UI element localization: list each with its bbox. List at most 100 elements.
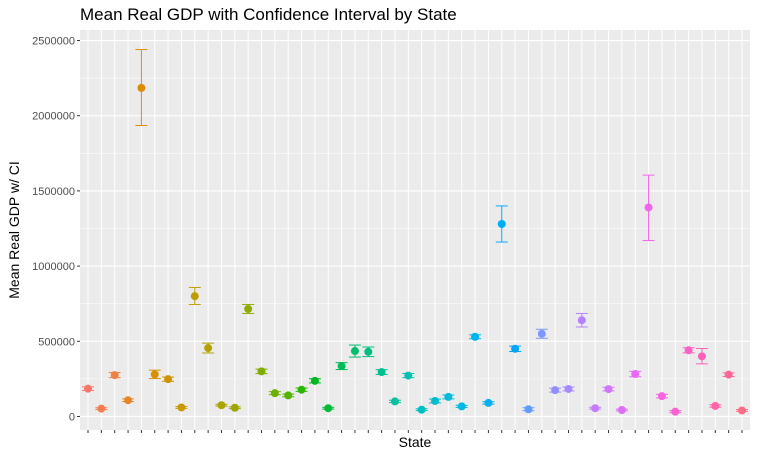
data-point-group <box>322 404 335 413</box>
data-point <box>364 347 373 356</box>
data-point <box>257 367 266 376</box>
data-point-group <box>108 371 121 380</box>
data-point <box>604 385 613 394</box>
data-point <box>230 403 239 412</box>
data-point <box>577 316 586 325</box>
data-point-group <box>429 396 442 405</box>
data-point <box>511 344 520 353</box>
data-point <box>711 401 720 410</box>
data-point-group <box>602 385 615 394</box>
data-point-group <box>335 362 348 371</box>
data-point-group <box>642 174 655 242</box>
data-point <box>177 403 186 412</box>
data-point-group <box>709 401 722 410</box>
data-point <box>457 402 466 411</box>
data-point-group <box>549 386 562 395</box>
data-point <box>310 376 319 385</box>
y-tick-label: 1500000 <box>32 186 75 198</box>
data-point <box>324 404 333 413</box>
data-point-group <box>415 405 428 414</box>
data-point-group <box>202 342 215 354</box>
data-point-group <box>509 344 522 353</box>
data-point <box>284 391 293 400</box>
data-point-group <box>535 328 548 339</box>
data-point-group <box>669 407 682 416</box>
chart-title: Mean Real GDP with Confidence Interval b… <box>80 5 457 24</box>
data-point <box>737 406 746 415</box>
data-point <box>217 401 226 410</box>
data-point <box>724 370 733 379</box>
data-point-group <box>162 375 175 384</box>
data-point-group <box>455 402 468 411</box>
data-point <box>417 405 426 414</box>
data-point <box>137 83 146 92</box>
data-point-group <box>228 403 241 412</box>
data-point <box>631 370 640 379</box>
data-point <box>190 292 199 301</box>
data-point-group <box>175 403 188 412</box>
gridlines <box>80 30 750 430</box>
data-point-group <box>82 384 95 393</box>
x-axis-title: State <box>399 434 432 450</box>
data-point <box>244 304 253 313</box>
data-point-group <box>522 405 535 414</box>
data-point-group <box>442 392 455 401</box>
data-point-group <box>495 205 508 243</box>
data-point-group <box>682 346 695 355</box>
data-point <box>551 386 560 395</box>
data-point-group <box>375 368 388 377</box>
data-point <box>297 385 306 394</box>
y-tick-label: 0 <box>69 411 75 423</box>
data-point <box>564 384 573 393</box>
data-point <box>657 392 666 401</box>
data-point-group <box>615 406 628 414</box>
data-point-group <box>589 404 602 413</box>
data-point-group <box>469 332 482 341</box>
plot-panel <box>80 30 750 430</box>
data-point <box>537 329 546 338</box>
data-point-group <box>362 346 375 358</box>
data-point <box>350 347 359 356</box>
data-point-group <box>282 391 295 400</box>
data-point <box>110 371 119 380</box>
data-point <box>524 405 533 414</box>
y-tick-label: 2500000 <box>32 36 75 48</box>
data-point-group <box>148 369 161 380</box>
data-point <box>471 332 480 341</box>
data-point <box>270 389 279 398</box>
data-point-group <box>215 401 228 410</box>
data-point <box>164 375 173 384</box>
data-point <box>697 352 706 361</box>
data-point <box>204 344 213 353</box>
data-point-group <box>722 370 735 379</box>
data-point-group <box>268 389 281 398</box>
y-axis-title: Mean Real GDP w/ CI <box>6 161 22 298</box>
data-points <box>82 49 748 416</box>
data-point-group <box>629 370 642 379</box>
data-point-group <box>188 286 201 305</box>
data-point <box>617 406 626 414</box>
data-point <box>377 368 386 377</box>
data-point <box>671 407 680 416</box>
data-point <box>150 370 159 379</box>
data-point-group <box>562 384 575 393</box>
x-axis <box>87 430 743 433</box>
y-tick-label: 2000000 <box>32 111 75 123</box>
data-point-group <box>388 397 401 406</box>
data-point <box>337 362 346 371</box>
data-point-group <box>402 371 415 380</box>
data-point <box>591 404 600 413</box>
data-point <box>84 384 93 393</box>
data-point-group <box>242 303 255 314</box>
data-point <box>431 396 440 405</box>
data-point-group <box>255 367 268 376</box>
data-point <box>484 398 493 407</box>
data-point-group <box>695 347 708 365</box>
data-point-group <box>348 344 361 358</box>
data-point <box>497 219 506 228</box>
data-point-group <box>482 398 495 407</box>
data-point-group <box>655 392 668 401</box>
data-point-group <box>735 406 748 415</box>
y-axis: 0 500000 1000000 1500000 2000000 2500000 <box>32 36 80 423</box>
